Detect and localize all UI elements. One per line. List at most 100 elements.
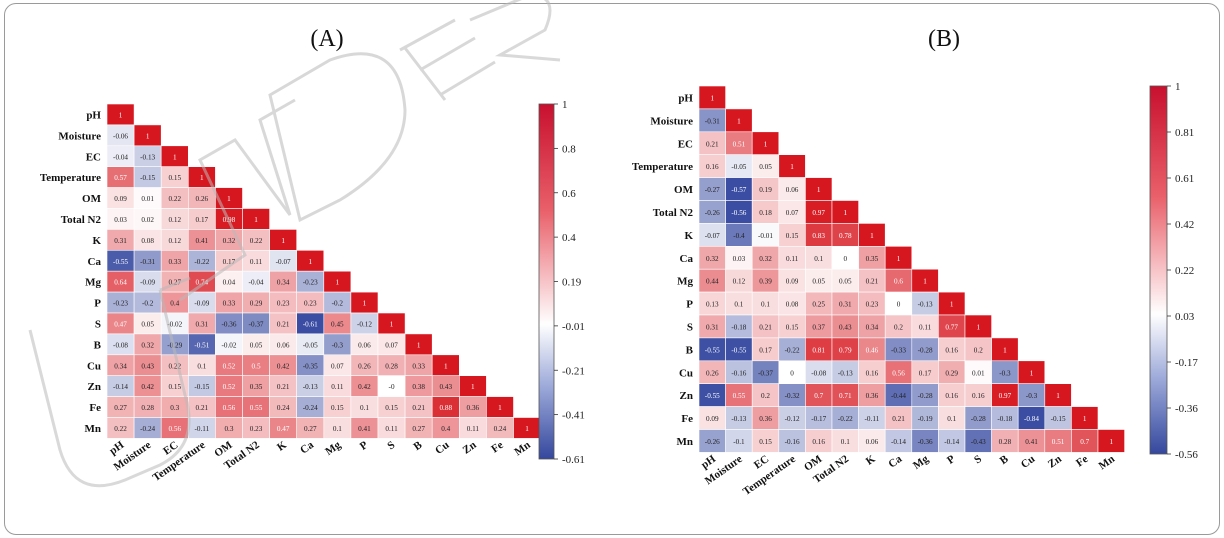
- cell-value-label: 0: [897, 301, 901, 309]
- cell-value-label: 1: [336, 279, 340, 287]
- cell-value-label: 0.17: [919, 369, 932, 377]
- cell-value-label: 0.47: [114, 320, 127, 328]
- cell-value-label: -0: [389, 383, 395, 391]
- cell-value-label: -0.14: [113, 383, 128, 391]
- cell-value-label: 1: [525, 425, 529, 433]
- cell-value-label: -0.23: [113, 300, 128, 308]
- column-label: Cu: [433, 439, 451, 457]
- column-label: Fe: [489, 439, 505, 456]
- row-label: B: [686, 344, 694, 356]
- cell-value-label: 0.16: [945, 392, 958, 400]
- cell-value-label: 0.1: [197, 362, 206, 370]
- cell-value-label: -0.04: [249, 279, 264, 287]
- cell-value-label: 0.27: [412, 425, 425, 433]
- cell-value-label: 0.05: [812, 278, 825, 286]
- cell-value-label: -0.06: [113, 132, 128, 140]
- cell-value-label: -0.31: [140, 258, 155, 266]
- cell-value-label: -0.22: [785, 346, 800, 354]
- cell-value-label: 1: [471, 383, 475, 391]
- cell-value-label: 0.43: [439, 383, 452, 391]
- heatmap-panel-b: (B)1-0.31 10.21 0.51 10.16 -0.05 0.05 1-0.27 -0…: [632, 26, 1199, 498]
- cell-value-label: 0.74: [196, 279, 209, 287]
- cell-value-label: 0.45: [331, 320, 344, 328]
- cell-value-label: 0.06: [786, 186, 799, 194]
- cell-value-label: -0.26: [705, 209, 720, 217]
- row-label: Cu: [679, 367, 693, 379]
- colorbar-tick-label: 1: [562, 99, 568, 111]
- cell-value-label: 1: [308, 258, 312, 266]
- colorbar-tick-label: -0.36: [1175, 403, 1198, 415]
- cell-value-label: 0.47: [277, 425, 290, 433]
- figure-frame: [4, 3, 1220, 535]
- cell-value-label: 0.29: [945, 369, 958, 377]
- row-label: S: [687, 321, 693, 333]
- cell-value-label: -0.51: [194, 341, 209, 349]
- cell-value-label: 0.31: [839, 301, 852, 309]
- cell-value-label: 0.3: [224, 425, 233, 433]
- cell-value-label: -0.13: [731, 415, 746, 423]
- cell-value-label: 0.05: [250, 341, 263, 349]
- cell-value-label: -0.4: [733, 232, 745, 240]
- cell-value-label: 0.05: [839, 278, 852, 286]
- cell-value-label: 0.2: [894, 323, 903, 331]
- cell-value-label: 0.16: [812, 438, 825, 446]
- cell-value-label: 0.13: [706, 301, 719, 309]
- column-label: Ca: [298, 439, 316, 457]
- cell-value-label: -0.01: [758, 232, 773, 240]
- column-label: B: [411, 439, 424, 453]
- cell-value-label: 1: [1056, 392, 1060, 400]
- cell-value-label: 0.7: [814, 392, 823, 400]
- cell-value-label: 0.24: [494, 425, 507, 433]
- cell-value-label: -0.05: [731, 163, 746, 171]
- column-label: Temperature: [741, 453, 798, 498]
- heatmap-panel-a: (A) 1 -0.06 1 -0.04 -0.13 1 0.57 -0.15 0.15 1 0.09 0…: [40, 26, 585, 484]
- row-label: P: [686, 299, 693, 311]
- cell-value-label: -0.09: [140, 279, 155, 287]
- cell-value-label: 0.26: [358, 362, 371, 370]
- cell-value-label: 0.1: [814, 255, 823, 263]
- cell-value-label: -0.44: [891, 392, 906, 400]
- cell-value-label: 0.21: [892, 415, 905, 423]
- panel-title: (A): [310, 26, 343, 52]
- cell-value-label: 1: [200, 174, 204, 182]
- cell-value-label: 0.26: [196, 195, 209, 203]
- cell-value-label: 1: [711, 94, 715, 102]
- cell-value-label: 0.55: [733, 392, 746, 400]
- cell-value-label: 0.11: [467, 425, 480, 433]
- cell-value-label: 0.15: [759, 438, 772, 446]
- cell-value-label: 0.22: [168, 195, 181, 203]
- cell-value-label: 0.56: [223, 404, 236, 412]
- colorbar: [1149, 85, 1168, 455]
- cell-value-label: 0.21: [706, 140, 719, 148]
- cell-value-label: 0.42: [277, 362, 290, 370]
- cell-value-label: 0.17: [196, 216, 209, 224]
- cell-value-label: 0.21: [866, 278, 879, 286]
- cell-value-label: 0.79: [839, 346, 852, 354]
- cell-value-label: -0.22: [194, 258, 209, 266]
- cell-value-label: 0.23: [866, 301, 879, 309]
- column-label: Zn: [461, 439, 479, 457]
- cell-value-label: 0.71: [839, 392, 852, 400]
- cell-value-label: 0.26: [706, 369, 719, 377]
- cell-value-label: -0.07: [276, 258, 291, 266]
- colorbar-tick-label: 0.61: [1175, 173, 1194, 185]
- cell-value-label: -0.13: [303, 383, 318, 391]
- cell-value-label: 0.83: [812, 232, 825, 240]
- colorbar: [538, 103, 555, 460]
- row-label: Temperature: [40, 172, 101, 184]
- cell-value-label: 0.33: [168, 258, 181, 266]
- cell-value-label: 1: [870, 232, 874, 240]
- cell-value-label: 0.07: [331, 362, 344, 370]
- cell-value-label: -0.16: [731, 369, 746, 377]
- cell-value-label: -0.28: [971, 415, 986, 423]
- cell-value-label: -0.3: [332, 341, 344, 349]
- cell-value-label: 0.31: [196, 320, 209, 328]
- cell-value-label: 0.03: [733, 255, 746, 263]
- colorbar-tick-label: 0.19: [562, 277, 582, 289]
- cell-value-label: 0.38: [412, 383, 425, 391]
- row-label: Moisture: [58, 130, 101, 142]
- cell-value-label: -0.23: [303, 279, 318, 287]
- colorbar-tick-label: 0.22: [1175, 265, 1194, 277]
- cell-value-label: 0.27: [304, 425, 317, 433]
- cell-value-label: 0.3: [170, 404, 179, 412]
